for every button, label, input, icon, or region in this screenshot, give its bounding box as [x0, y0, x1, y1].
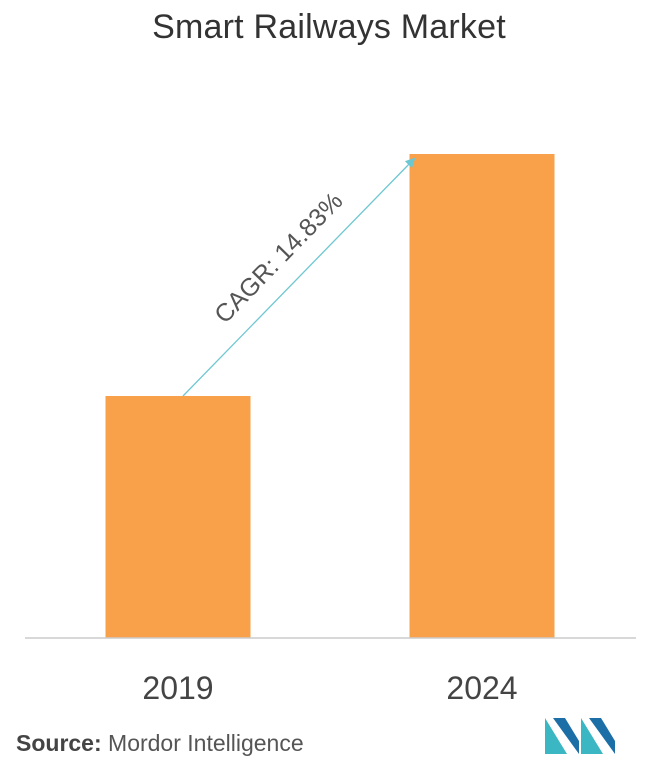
bar-2019: [105, 396, 251, 638]
x-tick-label: 2024: [446, 670, 517, 706]
chart-title: Smart Railways Market: [152, 8, 506, 46]
x-tick-labels: 2019 2024: [142, 670, 517, 706]
cagr-arrow: [182, 157, 416, 397]
source-text: Mordor Intelligence: [101, 730, 304, 756]
x-tick-label: 2019: [142, 670, 213, 706]
cagr-annotation: CAGR: 14.83%: [209, 187, 348, 329]
bars-layer: [105, 154, 555, 638]
source-label: Source:: [16, 730, 102, 756]
source-line: Source: Mordor Intelligence: [16, 730, 304, 757]
bar-2024: [409, 154, 555, 638]
mordor-intelligence-logo-icon: [545, 718, 615, 754]
